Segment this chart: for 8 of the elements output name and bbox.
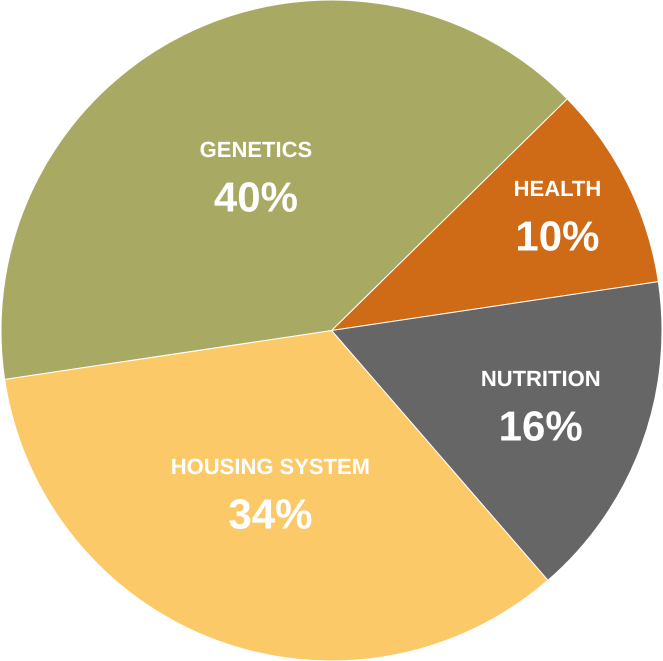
data-label: 16% xyxy=(498,402,583,450)
data-label: 34% xyxy=(228,490,312,538)
data-label: 10% xyxy=(515,212,600,260)
slice-label: NUTRITION xyxy=(480,366,601,392)
slice-label: HOUSING SYSTEM xyxy=(170,454,370,479)
slice-label: HEALTH xyxy=(514,176,602,202)
data-label: 40% xyxy=(214,174,298,221)
slice-label: GENETICS xyxy=(200,137,312,162)
